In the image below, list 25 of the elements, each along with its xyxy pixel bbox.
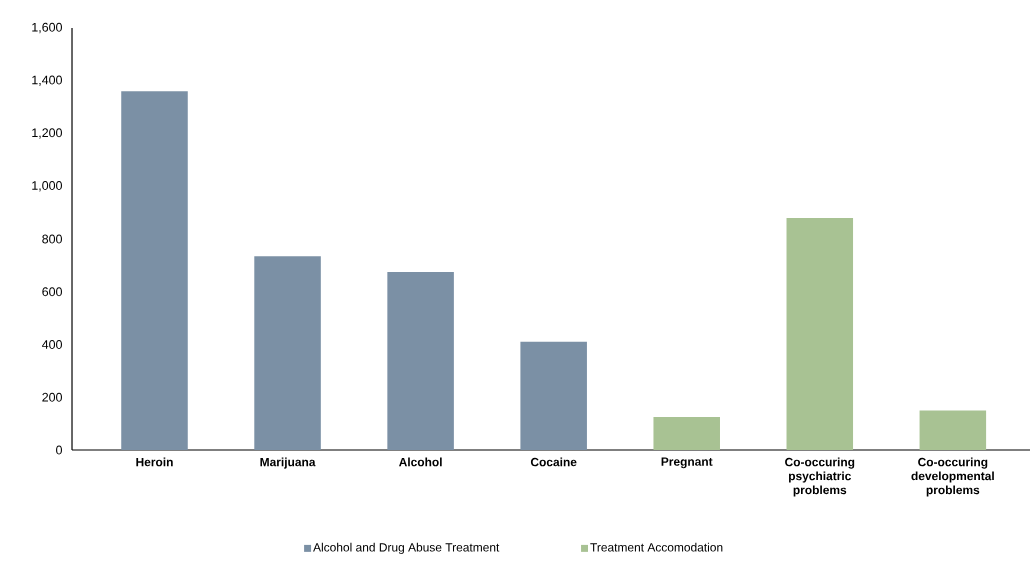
x-tick-label: Marijuana <box>260 457 316 469</box>
bar <box>919 410 987 450</box>
y-tick-label: 200 <box>42 392 62 402</box>
bar <box>387 271 454 450</box>
bar <box>786 217 854 450</box>
legend-label: Treatment Accomodation <box>590 542 723 552</box>
y-tick-label: 400 <box>41 340 62 349</box>
bar <box>520 341 587 450</box>
x-tick-label: Cocaine <box>530 457 577 467</box>
y-tick-label: 1,600 <box>32 22 62 34</box>
bar <box>254 256 321 450</box>
y-tick-label: 1,000 <box>32 181 62 192</box>
x-tick-label: Co-occuring developmental problems <box>911 457 994 497</box>
y-tick-label: 0 <box>56 445 62 455</box>
y-tick-label: 800 <box>42 234 62 244</box>
y-tick-label: 600 <box>42 287 62 297</box>
bar <box>653 417 720 450</box>
x-tick-label: Heroin <box>136 457 173 467</box>
x-tick-label: Co-occuring psychiatric problems <box>785 457 855 497</box>
x-tick-label: Pregnant <box>661 457 713 469</box>
y-tick-label: 1,200 <box>32 128 62 139</box>
legend-label: Alcohol and Drug Abuse Treatment <box>313 542 500 554</box>
y-tick-label: 1,400 <box>32 75 62 86</box>
x-tick-label: Alcohol <box>398 457 442 467</box>
bar <box>121 91 188 450</box>
